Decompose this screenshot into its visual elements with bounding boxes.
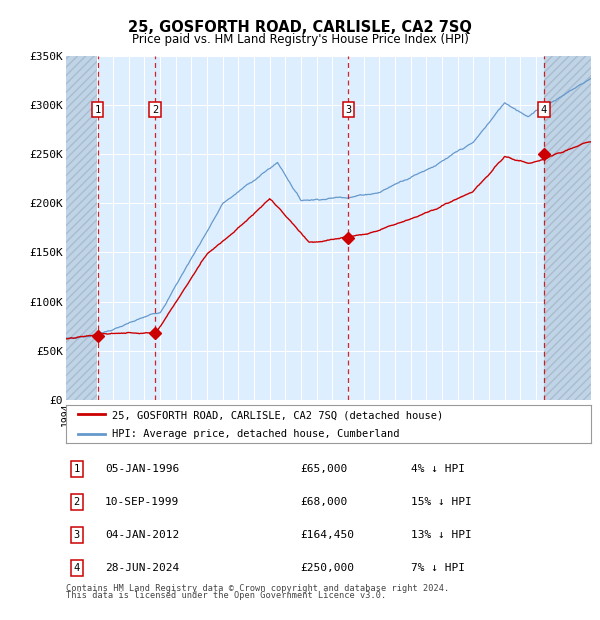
Text: £65,000: £65,000 [300, 464, 347, 474]
Text: 05-JAN-1996: 05-JAN-1996 [105, 464, 179, 474]
Text: £164,450: £164,450 [300, 529, 354, 540]
Text: This data is licensed under the Open Government Licence v3.0.: This data is licensed under the Open Gov… [66, 591, 386, 600]
Text: 13% ↓ HPI: 13% ↓ HPI [411, 529, 472, 540]
Text: Price paid vs. HM Land Registry's House Price Index (HPI): Price paid vs. HM Land Registry's House … [131, 33, 469, 46]
Text: 1: 1 [74, 464, 80, 474]
Text: 25, GOSFORTH ROAD, CARLISLE, CA2 7SQ (detached house): 25, GOSFORTH ROAD, CARLISLE, CA2 7SQ (de… [112, 410, 443, 420]
Text: 7% ↓ HPI: 7% ↓ HPI [411, 562, 465, 573]
Text: HPI: Average price, detached house, Cumberland: HPI: Average price, detached house, Cumb… [112, 430, 400, 440]
Bar [544, 56, 591, 400]
Bar [66, 56, 97, 400]
Text: 1: 1 [94, 105, 101, 115]
Text: 3: 3 [74, 529, 80, 540]
Text: 4: 4 [74, 562, 80, 573]
Text: 10-SEP-1999: 10-SEP-1999 [105, 497, 179, 507]
Text: 2: 2 [152, 105, 158, 115]
Text: 25, GOSFORTH ROAD, CARLISLE, CA2 7SQ: 25, GOSFORTH ROAD, CARLISLE, CA2 7SQ [128, 20, 472, 35]
Text: 2: 2 [74, 497, 80, 507]
Text: 4% ↓ HPI: 4% ↓ HPI [411, 464, 465, 474]
Text: 4: 4 [541, 105, 547, 115]
Text: 3: 3 [345, 105, 352, 115]
Text: Contains HM Land Registry data © Crown copyright and database right 2024.: Contains HM Land Registry data © Crown c… [66, 584, 449, 593]
Text: £250,000: £250,000 [300, 562, 354, 573]
Text: 28-JUN-2024: 28-JUN-2024 [105, 562, 179, 573]
Text: 04-JAN-2012: 04-JAN-2012 [105, 529, 179, 540]
Text: 15% ↓ HPI: 15% ↓ HPI [411, 497, 472, 507]
Text: £68,000: £68,000 [300, 497, 347, 507]
